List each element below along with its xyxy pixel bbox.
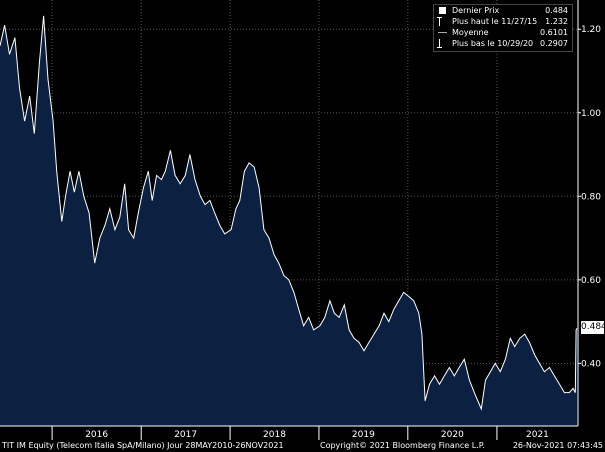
x-tick-label: 2016: [85, 430, 108, 440]
y-tick-label: 1.20: [581, 25, 601, 35]
y-axis: 0.40 0.60 0.80 1.00 1.20: [577, 0, 601, 426]
average-line-icon: [438, 32, 447, 33]
legend-label: Plus haut le 11/27/15: [452, 17, 538, 26]
price-line: [0, 15, 578, 411]
legend-label: Dernier Prix: [452, 6, 500, 15]
legend-value: 0.484: [545, 6, 568, 15]
footer-security: TIT IM Equity (Telecom Italia SpA/Milano…: [2, 441, 284, 450]
low-marker-icon: [437, 39, 448, 48]
high-marker-icon: [437, 17, 448, 26]
legend-row-last-price: Dernier Prix 0.484: [434, 5, 572, 16]
last-price-label: 0.484: [581, 321, 605, 335]
x-tick-label: 2017: [174, 430, 197, 440]
footer-copyright: Copyright© 2021 Bloomberg Finance L.P.: [320, 441, 485, 450]
price-chart: 2016 2017 2018 2019 2020 2021 0.40 0.60 0.80 1.0…: [0, 0, 601, 440]
legend-row-average: Moyenne 0.6101: [434, 27, 572, 38]
y-tick-label: 0.80: [581, 192, 601, 202]
y-tick-label: 1.00: [581, 109, 601, 119]
price-area: [0, 15, 577, 427]
legend: Dernier Prix 0.484 Plus haut le 11/27/15…: [433, 4, 573, 52]
x-tick-label: 2018: [263, 430, 286, 440]
y-tick-label: 0.60: [581, 276, 601, 286]
legend-label: Plus bas le 10/29/20: [452, 39, 534, 48]
x-tick-label: 2019: [352, 430, 375, 440]
y-tick-label: 0.40: [581, 359, 601, 369]
footer-timestamp: 26-Nov-2021 07:43:45: [512, 441, 603, 450]
legend-label: Moyenne: [452, 28, 489, 37]
legend-value: 0.6101: [540, 28, 568, 37]
legend-value: 1.232: [545, 17, 568, 26]
x-tick-label: 2021: [526, 430, 549, 440]
x-axis: 2016 2017 2018 2019 2020 2021: [0, 425, 578, 440]
x-tick-label: 2020: [441, 430, 464, 440]
square-icon: [439, 7, 446, 14]
legend-row-low: Plus bas le 10/29/20 0.2907: [434, 38, 572, 49]
footer: TIT IM Equity (Telecom Italia SpA/Milano…: [0, 440, 605, 452]
legend-value: 0.2907: [540, 39, 568, 48]
legend-row-high: Plus haut le 11/27/15 1.232: [434, 16, 572, 27]
